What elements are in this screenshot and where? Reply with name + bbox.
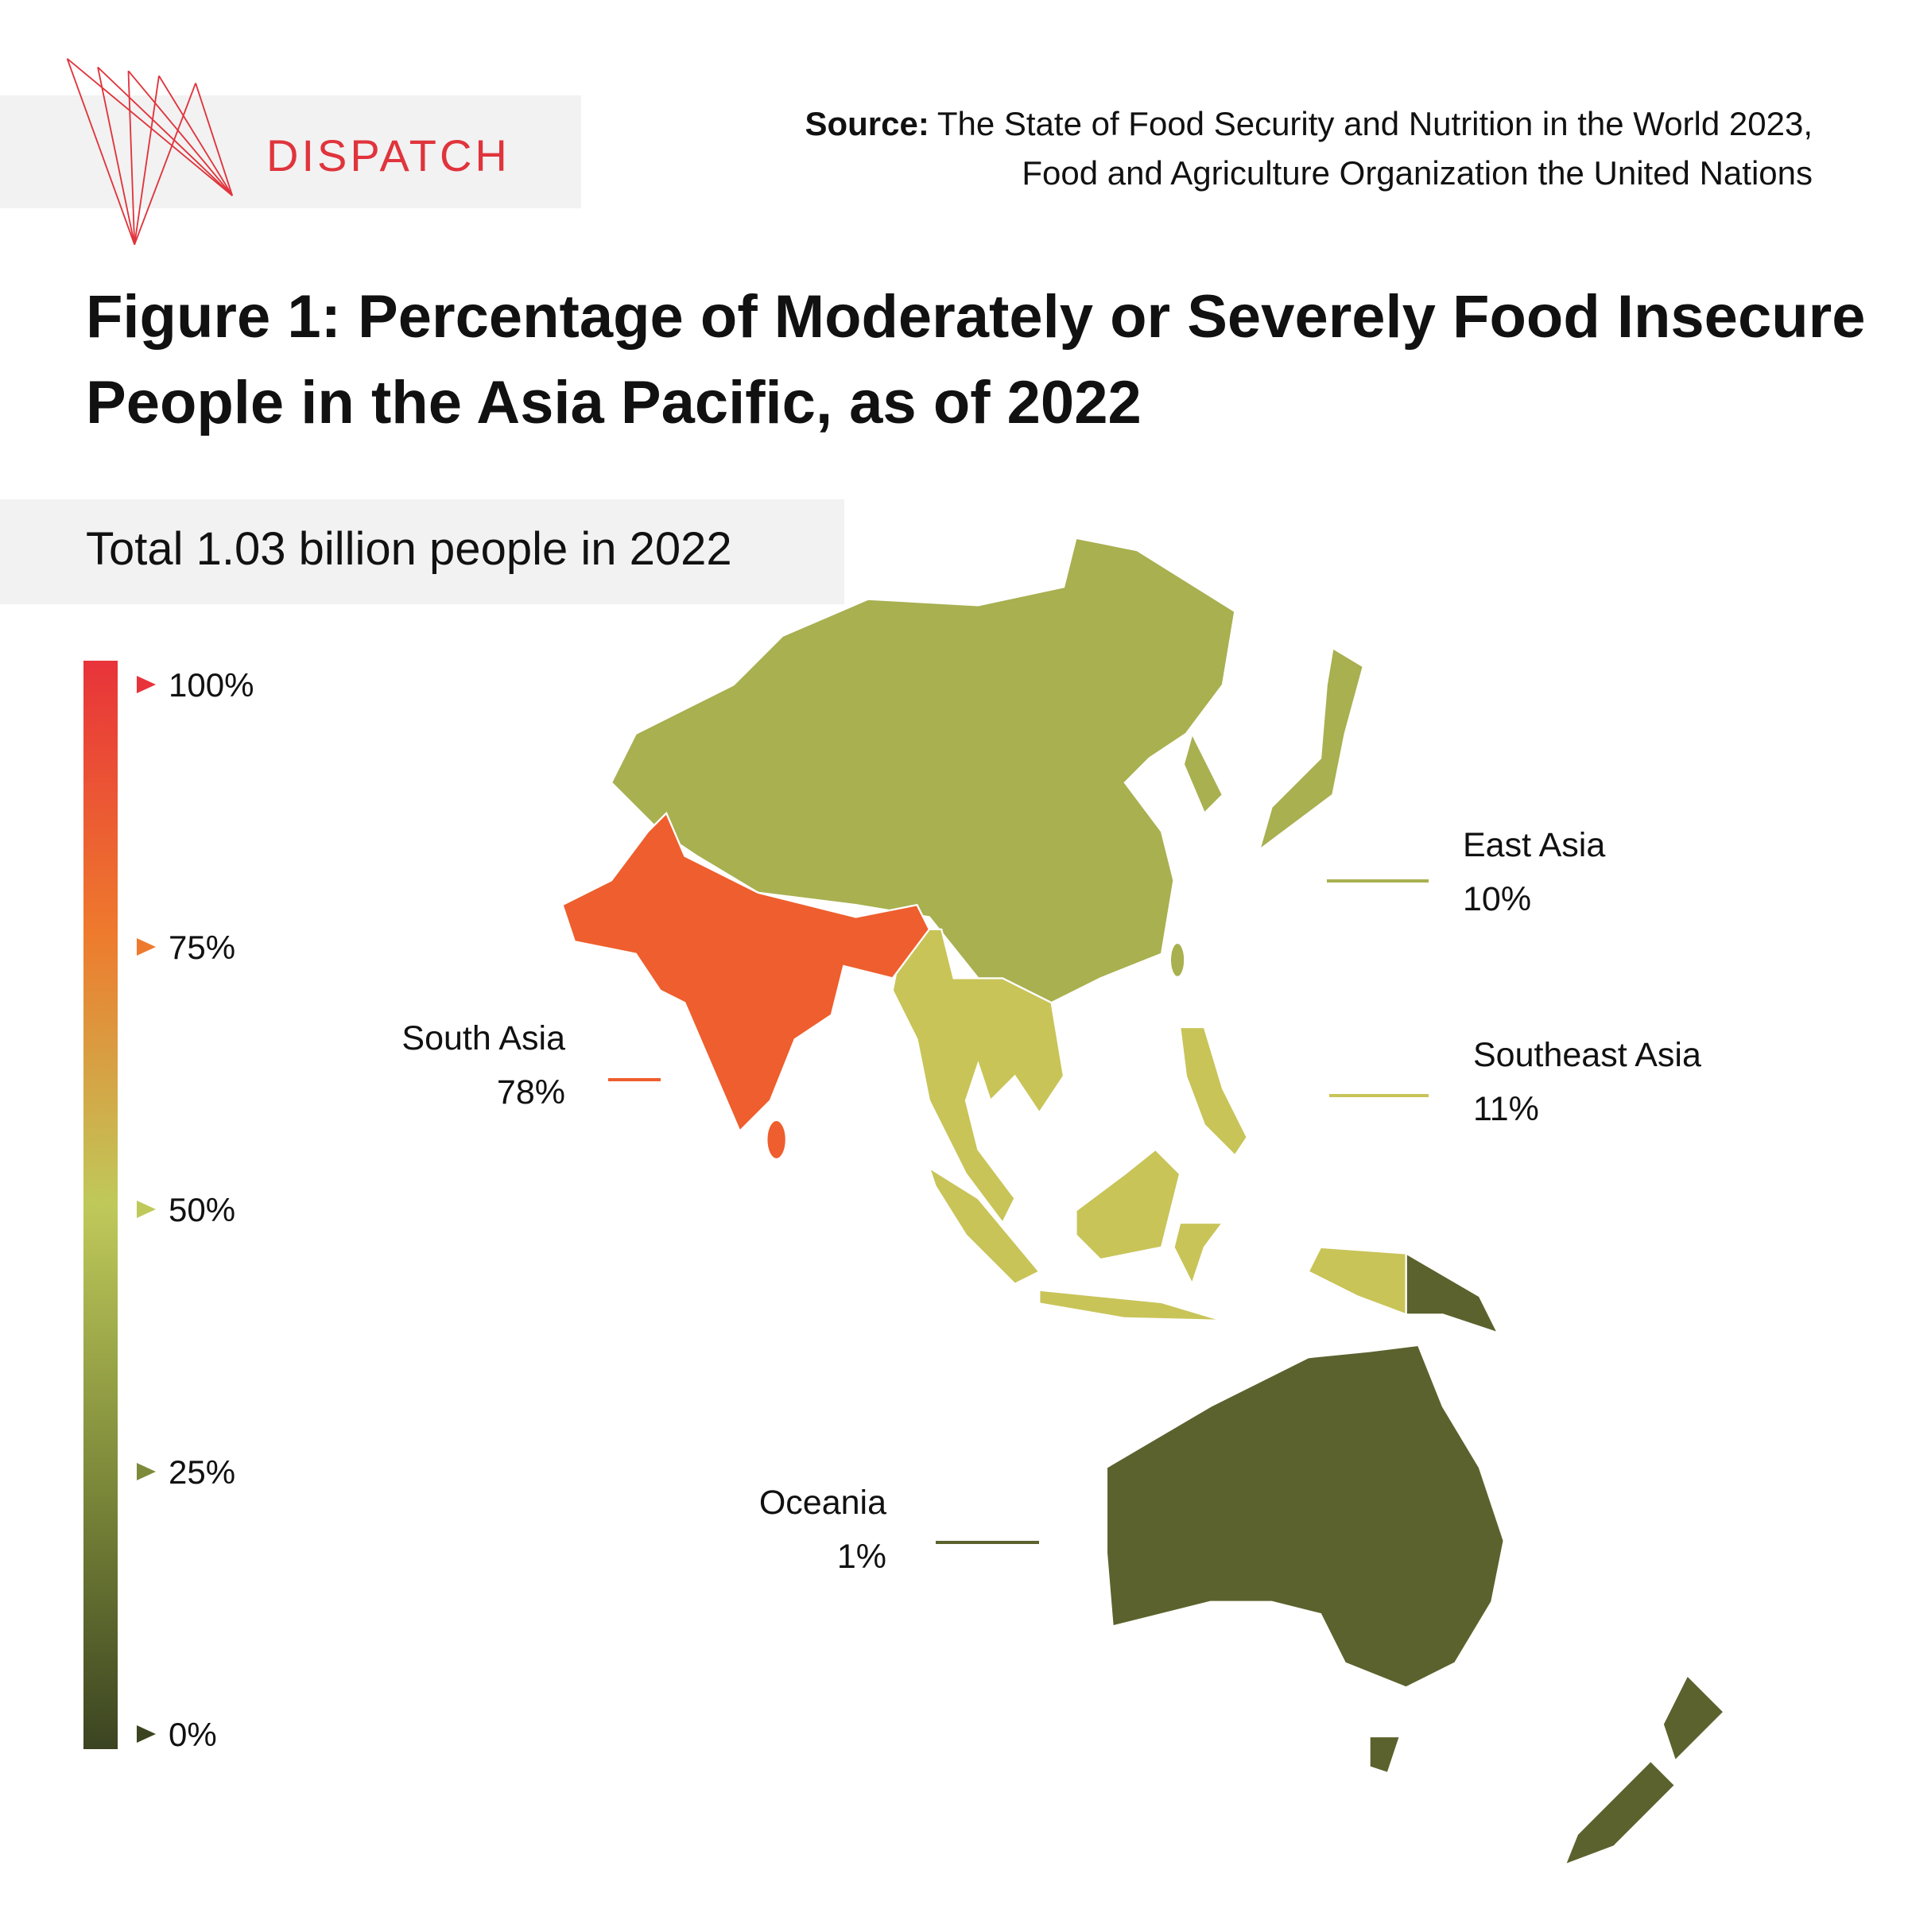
region <box>891 928 1407 1322</box>
color-bar <box>83 661 118 1749</box>
region-value: 10% <box>1463 880 1531 918</box>
subtitle: Total 1.03 billion people in 2022 <box>86 523 732 575</box>
region <box>561 811 931 1161</box>
tick-mark <box>137 676 156 693</box>
region <box>1105 1251 1726 1867</box>
source-label: Source: <box>805 105 929 142</box>
tick-mark <box>137 1463 156 1480</box>
region-name: Southeast Asia <box>1473 1036 1701 1074</box>
tick-label: 0% <box>169 1716 217 1753</box>
source: Source: The State of Food Security and Nu… <box>805 105 1813 142</box>
tick-label: 50% <box>169 1191 235 1228</box>
source-line: The State of Food Security and Nutrition… <box>937 105 1813 142</box>
region-name: East Asia <box>1463 826 1605 864</box>
tick-mark <box>137 1725 156 1743</box>
region <box>610 537 1365 1004</box>
region-value: 11% <box>1473 1090 1539 1128</box>
source-line: Food and Agriculture Organization the Un… <box>1022 154 1813 192</box>
chart-title: Figure 1: Percentage of Moderately or Se… <box>86 283 1866 436</box>
tick-mark <box>137 1201 156 1218</box>
map <box>561 537 1726 1867</box>
tick-label: 75% <box>169 929 235 966</box>
tick-mark <box>137 938 156 956</box>
tick-label: 100% <box>169 666 254 704</box>
logo-text: DISPATCH <box>266 130 510 180</box>
region-name: South Asia <box>401 1019 565 1057</box>
subtitle-box <box>0 499 844 604</box>
logo-box <box>0 95 581 208</box>
logo-mark <box>66 58 234 245</box>
region-name: Oceania <box>759 1484 886 1522</box>
region-value: 78% <box>497 1073 565 1111</box>
region-value: 1% <box>837 1538 886 1576</box>
tick-label: 25% <box>169 1453 235 1491</box>
